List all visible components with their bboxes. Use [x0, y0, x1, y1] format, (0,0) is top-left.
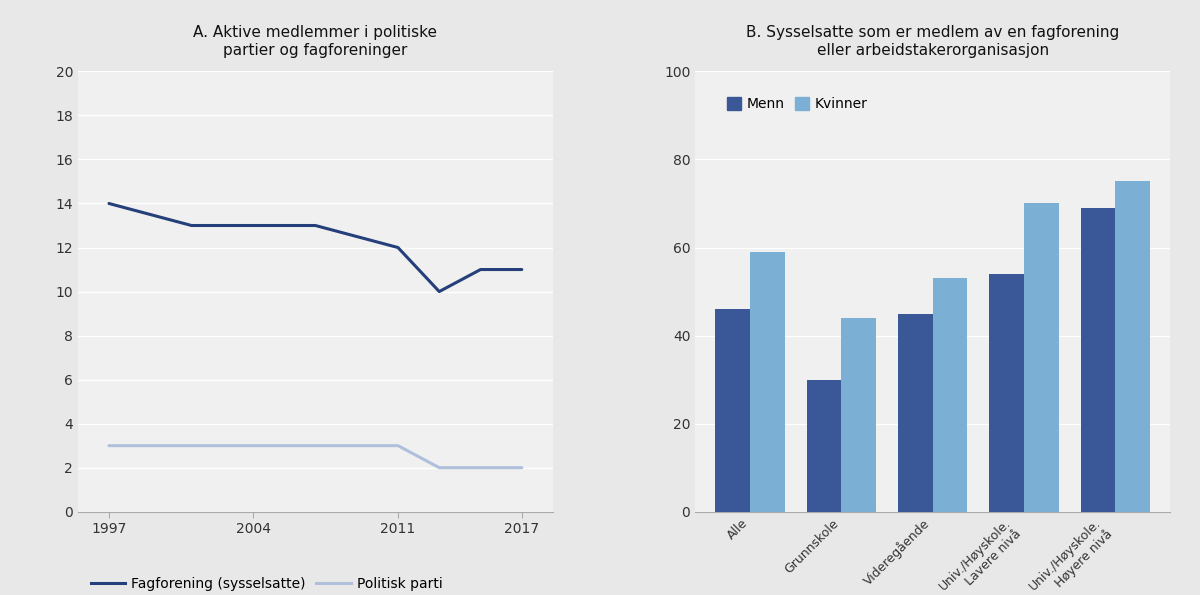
Legend: Fagforening (sysselsatte), Politisk parti: Fagforening (sysselsatte), Politisk part…	[85, 571, 448, 595]
Bar	[841, 318, 876, 512]
Bar	[806, 380, 841, 512]
Bar	[715, 309, 750, 512]
Bar	[932, 278, 967, 512]
Title: B. Sysselsatte som er medlem av en fagforening
eller arbeidstakerorganisasjon: B. Sysselsatte som er medlem av en fagfo…	[746, 26, 1120, 58]
Bar	[1115, 181, 1150, 512]
Title: A. Aktive medlemmer i politiske
partier og fagforeninger: A. Aktive medlemmer i politiske partier …	[193, 26, 437, 58]
Bar	[1080, 208, 1115, 512]
Bar	[989, 274, 1024, 512]
Bar	[898, 314, 932, 512]
Bar	[1024, 203, 1058, 512]
Legend: Menn, Kvinner: Menn, Kvinner	[721, 92, 874, 117]
Bar	[750, 252, 785, 512]
